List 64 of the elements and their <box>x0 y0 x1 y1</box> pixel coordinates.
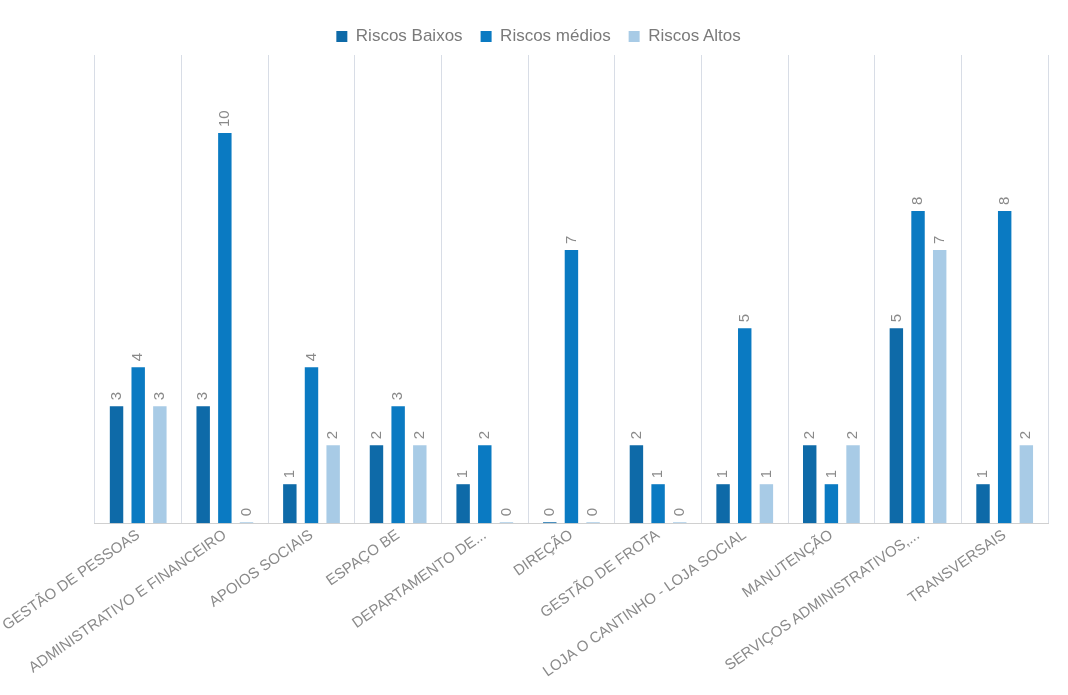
bar <box>109 406 124 524</box>
data-label: 5 <box>734 313 752 323</box>
data-label: 3 <box>150 391 167 401</box>
data-label: 1 <box>279 469 297 479</box>
data-label: 1 <box>973 469 991 479</box>
bar <box>413 445 427 524</box>
bar <box>911 211 925 524</box>
bar <box>391 406 405 524</box>
bar <box>997 211 1012 524</box>
data-label: 5 <box>886 313 904 323</box>
bar <box>976 484 990 524</box>
bar <box>889 328 904 524</box>
data-label: 2 <box>323 430 341 440</box>
bar <box>932 250 947 524</box>
data-label: 2 <box>474 430 492 440</box>
data-label: 3 <box>193 391 211 401</box>
bar <box>478 445 492 524</box>
data-label: 0 <box>539 507 557 517</box>
bar <box>131 367 145 524</box>
bar <box>716 484 730 524</box>
data-label: 1 <box>756 469 774 479</box>
bar <box>283 484 297 524</box>
bar <box>456 484 470 524</box>
data-label: 2 <box>366 430 384 440</box>
data-label: 8 <box>908 196 926 206</box>
data-label: 10 <box>214 110 232 128</box>
bar <box>326 445 340 524</box>
legend-label: Riscos Baixos <box>355 26 463 46</box>
bar <box>196 406 210 524</box>
bar <box>846 445 860 524</box>
bar <box>651 484 665 524</box>
data-label: 7 <box>561 235 579 245</box>
data-label: 2 <box>409 430 427 440</box>
data-label: 1 <box>648 469 666 479</box>
data-label: 2 <box>1016 430 1034 440</box>
data-label: 0 <box>236 507 254 517</box>
data-label: 2 <box>626 430 644 440</box>
data-label: 0 <box>669 507 687 517</box>
data-label: 2 <box>843 430 861 440</box>
bar <box>824 484 839 524</box>
bar <box>738 328 752 524</box>
bar <box>218 133 232 524</box>
data-label: 4 <box>301 352 319 362</box>
bar <box>1019 445 1034 524</box>
data-label: 1 <box>821 469 839 479</box>
data-label: 0 <box>496 507 514 517</box>
data-label: 2 <box>799 430 817 440</box>
legend-label: Riscos Altos <box>648 26 741 46</box>
data-label: 8 <box>994 196 1012 206</box>
bar <box>564 250 579 524</box>
bar <box>153 406 167 524</box>
data-label: 1 <box>713 469 731 479</box>
data-label: 1 <box>453 469 471 479</box>
data-label: 0 <box>583 507 601 517</box>
bar <box>304 367 319 524</box>
bar <box>759 484 774 524</box>
data-label: 7 <box>929 235 947 245</box>
data-label: 3 <box>106 391 124 401</box>
legend-label: Riscos médios <box>500 26 611 46</box>
data-label: 4 <box>128 352 146 362</box>
bar <box>803 445 817 524</box>
bar <box>369 445 384 524</box>
bar <box>629 445 644 524</box>
data-label: 3 <box>388 391 406 401</box>
